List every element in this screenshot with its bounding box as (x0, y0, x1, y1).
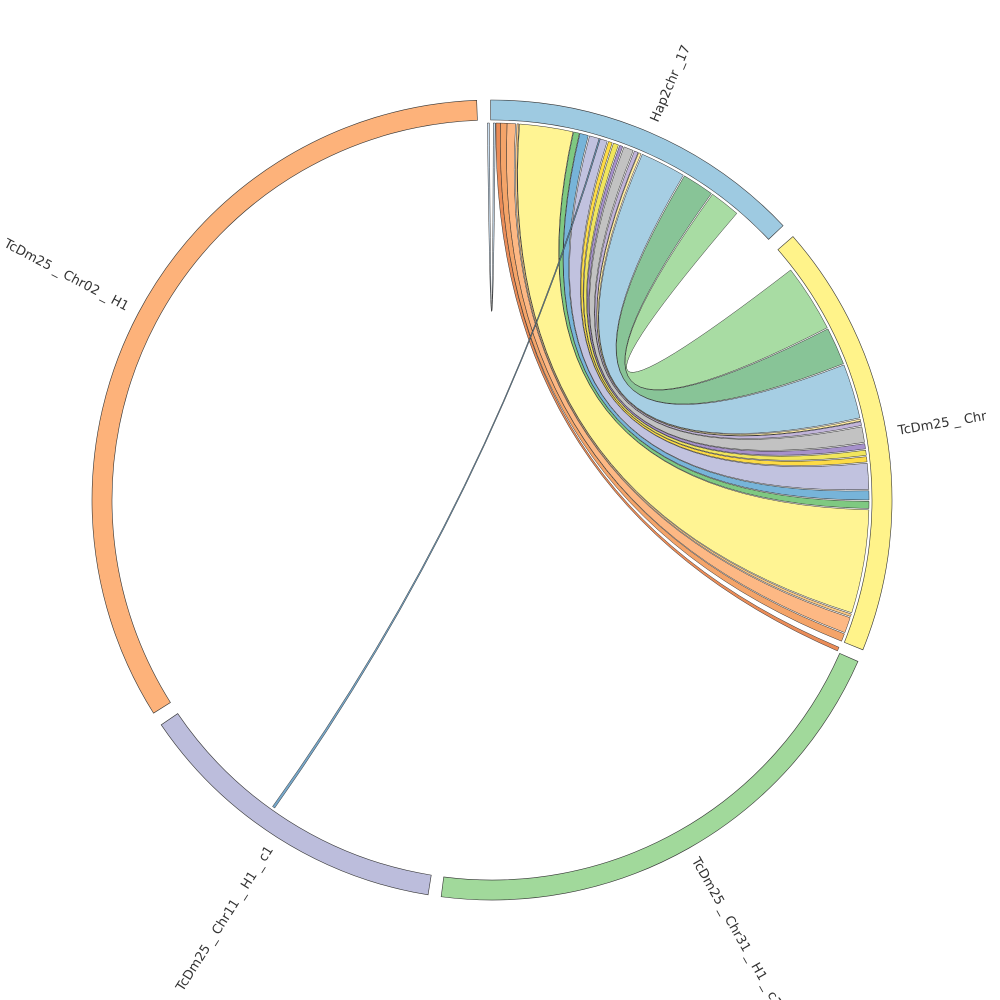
ribbon-14 (598, 153, 861, 434)
segment-label-tcdm25_yellow: TcDm25 _ Chr (896, 409, 988, 439)
ribbon-4 (517, 123, 870, 614)
ribbon-2 (506, 123, 851, 633)
ribbon-5 (558, 131, 870, 509)
segment-hap2 (490, 99, 784, 240)
segment-chr02 (91, 99, 478, 714)
ribbon-9 (583, 142, 867, 461)
segment-label-chr11: TcDm25 _ Chr11 _ H1 _ c1 (173, 843, 277, 994)
ribbon-10 (587, 144, 866, 456)
segment-tcdm25_yellow (777, 236, 893, 651)
ribbon-17 (487, 122, 496, 312)
ribbon-18 (272, 138, 601, 809)
ribbon-8 (580, 141, 868, 466)
segment-label-chr31: TcDm25 _ Chr31 _ H1 _ c1 (688, 854, 785, 1000)
ribbon-3 (515, 123, 852, 617)
segment-chr31 (440, 652, 859, 901)
ribbon-layer (272, 122, 870, 809)
segment-label-chr02: TcDm25 _ Chr02 _ H1 (0, 236, 131, 315)
segment-label-hap2: Hap2chr _17 (648, 43, 694, 124)
segment-layer (91, 99, 893, 901)
ribbon-16 (625, 193, 828, 390)
ribbon-13 (596, 152, 861, 436)
ribbon-6 (563, 133, 870, 501)
ribbon-15 (616, 175, 844, 405)
ribbon-11 (589, 146, 865, 451)
segment-chr11 (160, 713, 432, 896)
ribbon-7 (569, 135, 870, 490)
ribbon-12 (594, 150, 862, 439)
